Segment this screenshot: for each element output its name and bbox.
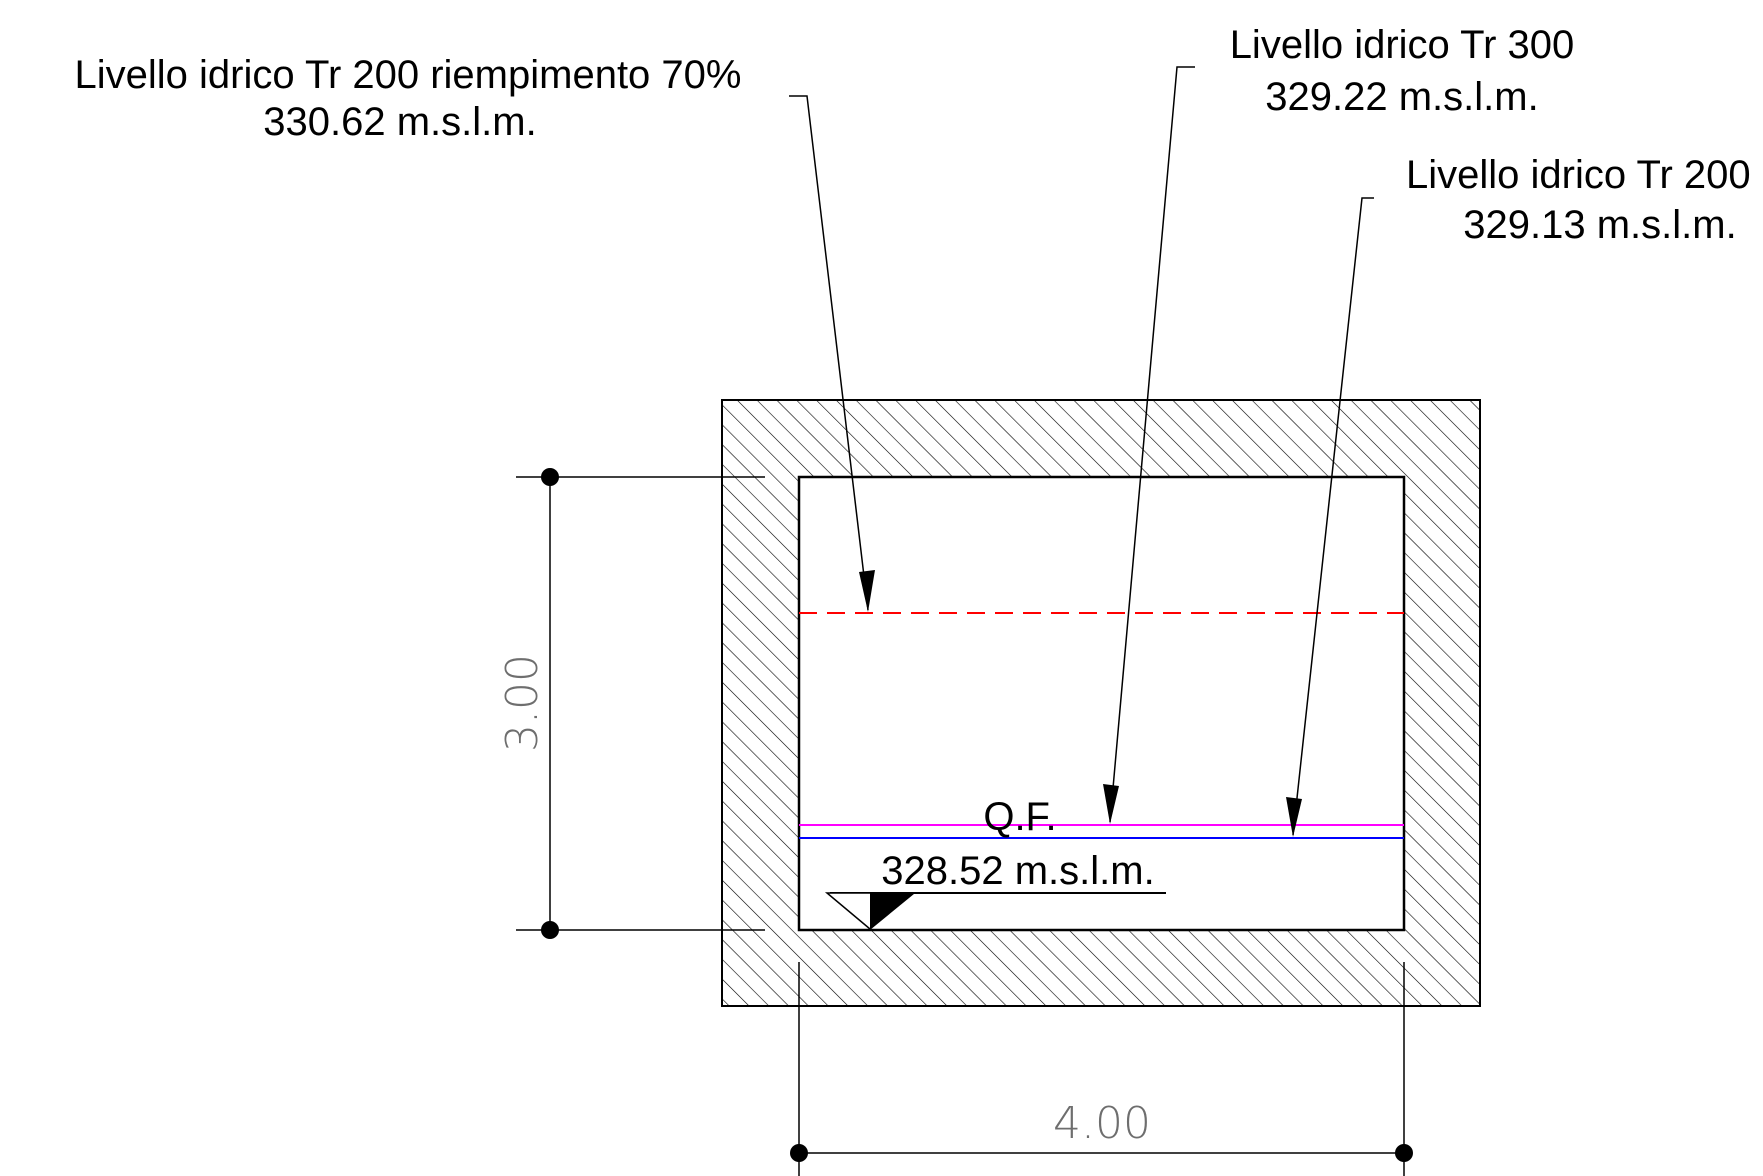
dimension-height: 3.00 bbox=[497, 468, 765, 939]
annotation-tr200-title: Livello idrico Tr 200 bbox=[1406, 153, 1751, 197]
annotation-tr300-title: Livello idrico Tr 300 bbox=[1230, 23, 1575, 67]
annotation-tr200-fill70-value: 330.62 m.s.l.m. bbox=[263, 100, 536, 144]
bottom-elevation-marker: Q.F. 328.52 m.s.l.m. bbox=[824, 795, 1166, 930]
annotation-tr200-value: 329.13 m.s.l.m. bbox=[1463, 203, 1736, 247]
bottom-elevation-value: 328.52 m.s.l.m. bbox=[881, 849, 1154, 893]
annotation-tr200: Livello idrico Tr 200 329.13 m.s.l.m. bbox=[1406, 153, 1751, 247]
annotation-tr300-value: 329.22 m.s.l.m. bbox=[1265, 75, 1538, 119]
bottom-elevation-title: Q.F. bbox=[983, 795, 1056, 839]
dimension-width: 4.00 bbox=[790, 962, 1413, 1176]
annotation-tr200-fill70: Livello idrico Tr 200 riempimento 70% 33… bbox=[75, 53, 742, 144]
leader-tr200-fill70 bbox=[789, 95, 875, 612]
annotation-tr200-fill70-title: Livello idrico Tr 200 riempimento 70% bbox=[75, 53, 742, 97]
leader-tr300 bbox=[1103, 66, 1195, 824]
leader-tr200 bbox=[1286, 197, 1374, 837]
dimension-height-label: 3.00 bbox=[497, 654, 548, 752]
dimension-width-label: 4.00 bbox=[1053, 1098, 1151, 1149]
culvert-inner-opening bbox=[797, 475, 1406, 932]
annotation-tr300: Livello idrico Tr 300 329.22 m.s.l.m. bbox=[1230, 23, 1575, 119]
